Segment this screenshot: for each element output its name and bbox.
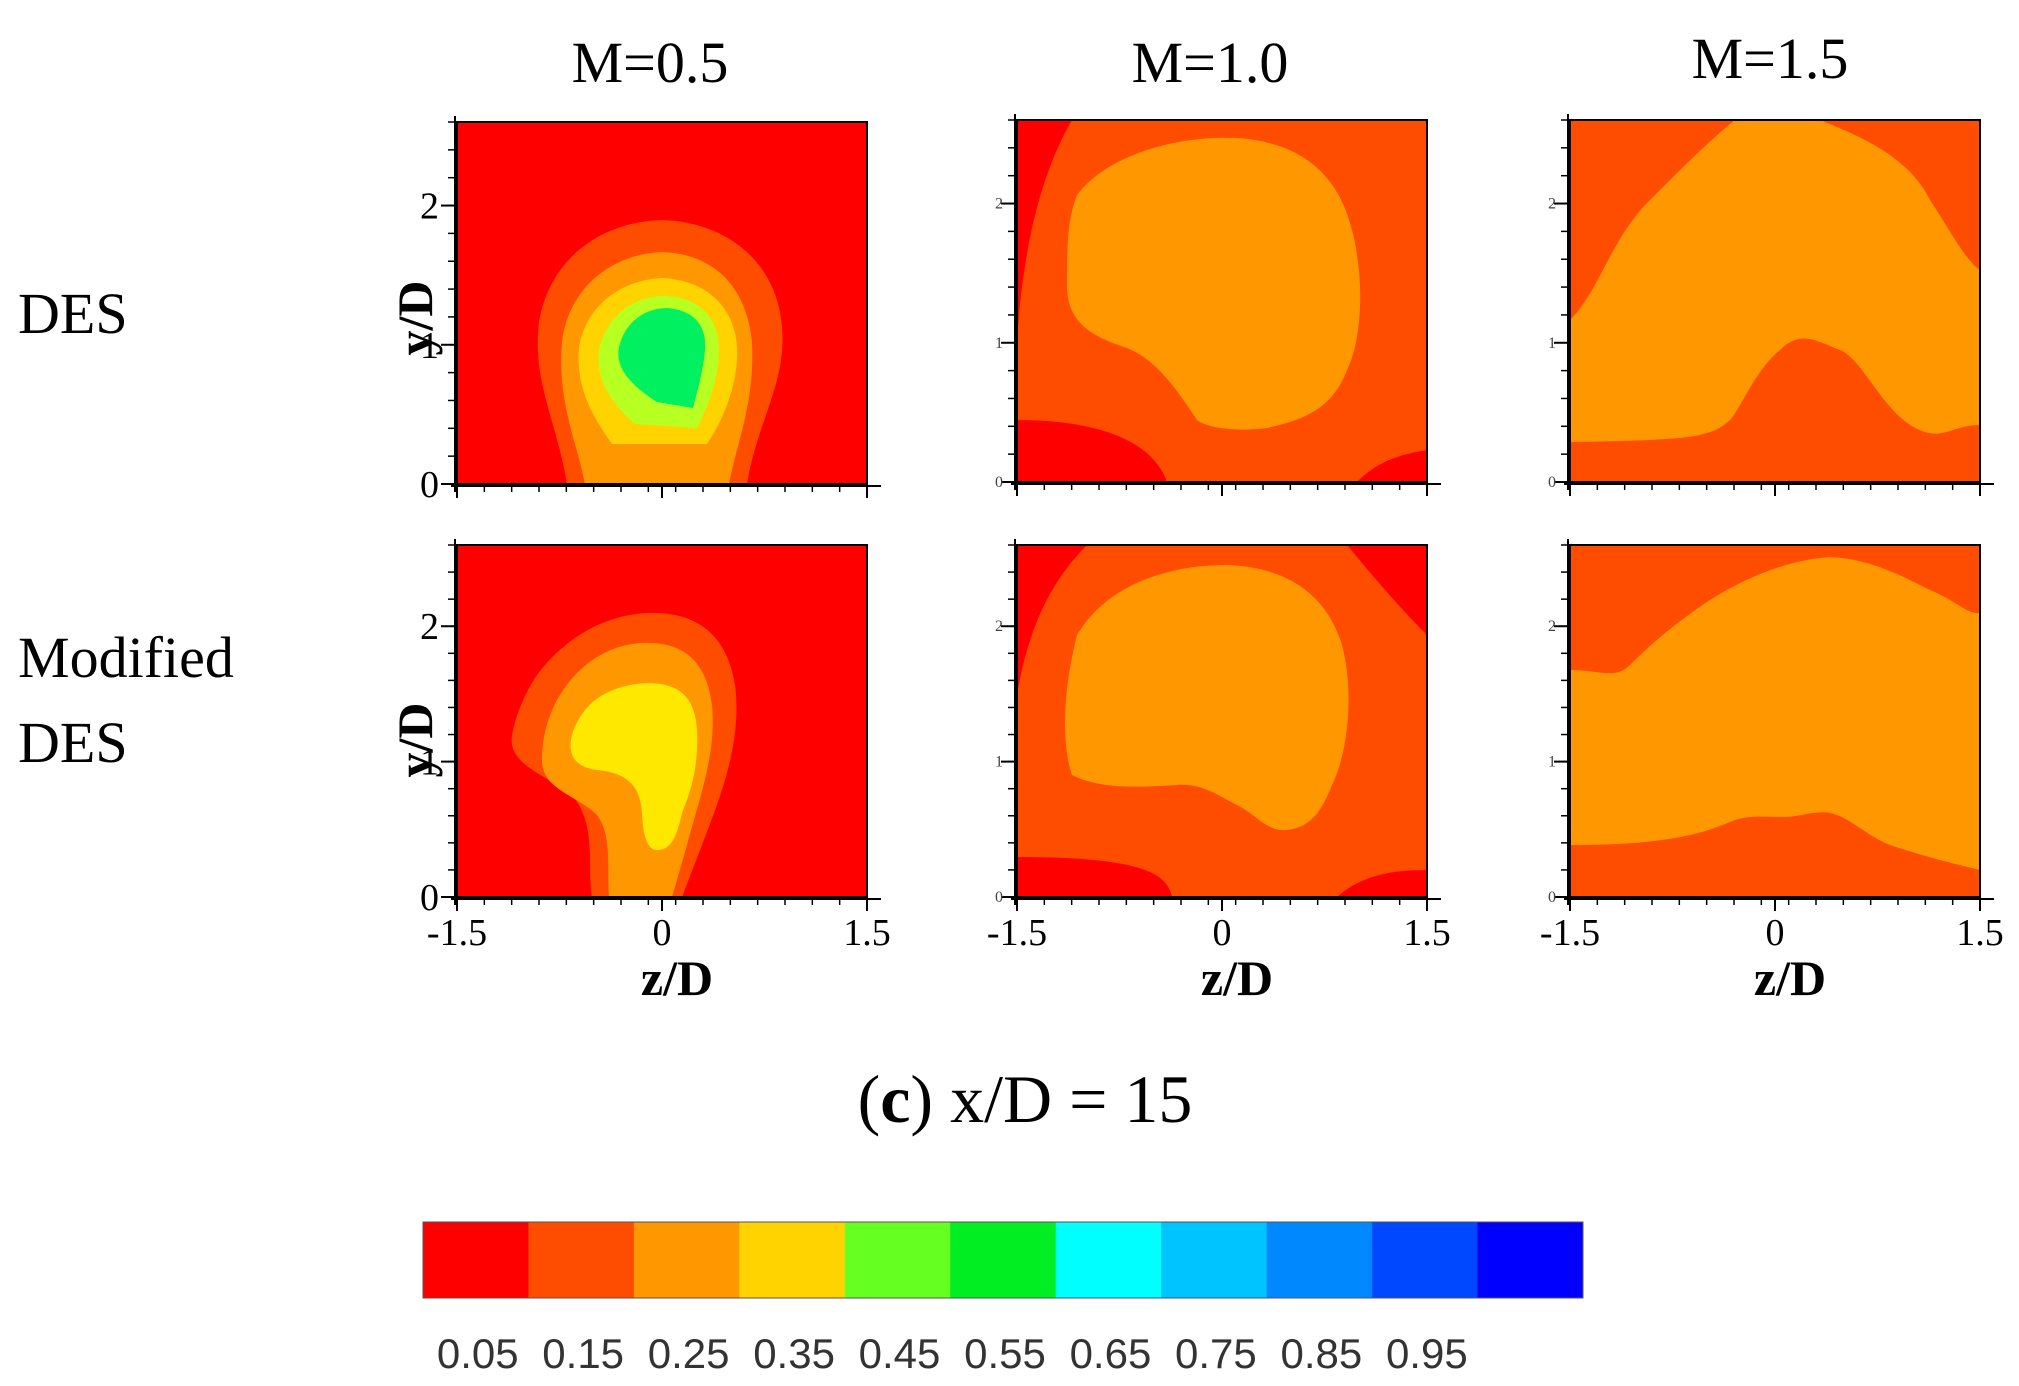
colorbar-label: 0.75 — [1175, 1330, 1257, 1377]
y-tick-label-faint: 1 — [995, 335, 1003, 352]
y-tick-label-faint: 0 — [995, 889, 1003, 906]
contour-band-0.25 — [1067, 137, 1361, 430]
y-tick-label-faint: 1 — [1548, 335, 1556, 352]
panel-modified-m10 — [1016, 544, 1428, 898]
figure-caption: (c) x/D = 15 — [858, 1061, 1193, 1137]
row-label-modified-line1: Modified — [18, 625, 234, 690]
y-tick-label-faint: 2 — [995, 196, 1003, 213]
x-tick-label: -1.5 — [427, 912, 487, 954]
colorbar-label: 0.05 — [437, 1330, 519, 1377]
colorbar-swatch — [1055, 1222, 1162, 1298]
y-axis-label-row1: y/D — [387, 703, 443, 778]
colorbar-label: 0.35 — [753, 1330, 835, 1377]
y-tick-label: 2 — [420, 186, 439, 228]
colorbar-label: 0.25 — [648, 1330, 730, 1377]
panel-des-m15 — [1569, 119, 1981, 483]
panel-des-m10 — [1016, 119, 1428, 483]
colorbar-label: 0.85 — [1280, 1330, 1362, 1377]
colorbar-label: 0.55 — [964, 1330, 1046, 1377]
y-tick-label: 1 — [420, 325, 439, 367]
y-tick-label: 0 — [420, 877, 439, 919]
plot-frame — [1569, 119, 1981, 483]
x-tick-label: -1.5 — [987, 912, 1047, 954]
colorbar-swatch — [1372, 1222, 1479, 1298]
colorbar-swatch — [739, 1222, 846, 1298]
row-label-modified-line2: DES — [18, 710, 128, 775]
panel-modified-m15 — [1569, 544, 1981, 898]
y-tick-label-faint: 2 — [1548, 196, 1556, 213]
y-tick-label: 0 — [420, 464, 439, 506]
x-tick-label: 0 — [1213, 912, 1232, 954]
plot-frame — [456, 121, 868, 485]
column-title-m05: M=0.5 — [572, 30, 729, 95]
contour-band-0.55 — [618, 308, 706, 408]
y-tick-label-faint: 0 — [995, 474, 1003, 491]
colorbar-swatch — [1477, 1222, 1584, 1298]
y-tick-label-faint: 1 — [1548, 754, 1556, 771]
x-tick-label: 1.5 — [1956, 912, 2004, 954]
plot-frame — [1016, 544, 1428, 898]
x-tick-label: 1.5 — [843, 912, 891, 954]
y-tick-label-faint: 0 — [1548, 474, 1556, 491]
column-title-m10: M=1.0 — [1132, 30, 1289, 95]
colorbar-frame — [422, 1221, 1584, 1299]
colorbar-swatch — [633, 1222, 740, 1298]
x-tick-label: 0 — [1766, 912, 1785, 954]
contour-band-0.25 — [1570, 557, 1980, 870]
colorbar-label: 0.95 — [1386, 1330, 1468, 1377]
y-tick-label: 1 — [420, 742, 439, 784]
contour-band-0.25 — [1065, 565, 1349, 831]
panel-des-m05 — [456, 121, 868, 485]
y-tick-label-faint: 2 — [1548, 618, 1556, 635]
plot-frame — [456, 544, 868, 898]
x-tick-label: -1.5 — [1540, 912, 1600, 954]
plot-frame — [1016, 119, 1428, 483]
x-tick-label: 0 — [653, 912, 672, 954]
x-axis-label-col0: z/D — [641, 950, 713, 1006]
row-label-des: DES — [18, 281, 128, 346]
x-axis-label-col1: z/D — [1201, 950, 1273, 1006]
colorbar-swatch — [423, 1222, 529, 1298]
y-tick-label-faint: 1 — [995, 754, 1003, 771]
y-tick-label: 2 — [420, 606, 439, 648]
panel-modified-m05 — [456, 544, 868, 898]
y-axis-label-row0: y/D — [387, 281, 443, 356]
colorbar-label: 0.15 — [542, 1330, 624, 1377]
colorbar-swatch — [528, 1222, 635, 1298]
x-axis-label-col2: z/D — [1754, 950, 1826, 1006]
colorbar-label: 0.45 — [859, 1330, 941, 1377]
contour-band-0.35 — [570, 683, 698, 850]
colorbar-swatch — [950, 1222, 1057, 1298]
colorbar: 0.05 0.15 0.25 0.35 0.45 0.55 0.65 0.75 0.85 0.95 — [422, 1221, 1584, 1377]
contour-band-0.25 — [1570, 120, 1980, 442]
y-tick-label-faint: 0 — [1548, 889, 1556, 906]
column-title-m15: M=1.5 — [1692, 26, 1849, 91]
colorbar-swatch — [1266, 1222, 1373, 1298]
colorbar-label: 0.65 — [1070, 1330, 1152, 1377]
y-tick-label-faint: 2 — [995, 618, 1003, 635]
colorbar-swatch — [1161, 1222, 1268, 1298]
plot-frame — [1569, 544, 1981, 898]
x-tick-label: 1.5 — [1403, 912, 1451, 954]
colorbar-swatch — [844, 1222, 951, 1298]
